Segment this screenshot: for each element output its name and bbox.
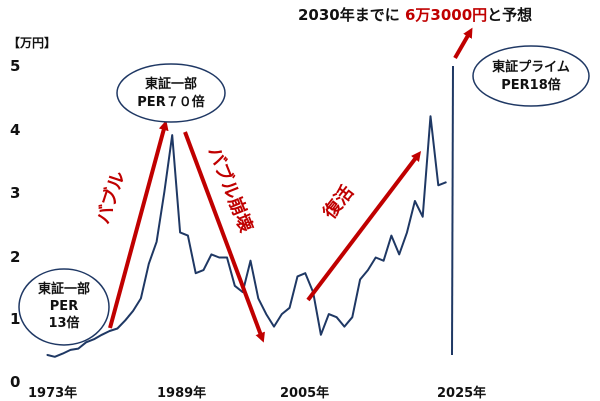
data-point [296, 275, 299, 277]
data-point [210, 253, 212, 255]
bubble-collapse-label: バブル崩壊 [203, 144, 257, 236]
data-point [85, 341, 87, 343]
title-part-highlight: 6万3000円 [405, 6, 487, 24]
data-point [367, 269, 369, 271]
data-point [437, 184, 439, 186]
annotation-bubble-1973: 東証一部 PER 13倍 [18, 268, 110, 346]
bubble-line: PER７０倍 [137, 94, 204, 110]
data-point [390, 235, 392, 237]
data-point [195, 272, 197, 274]
data-point [429, 115, 432, 117]
x-tick-label: 1989年 [157, 385, 206, 401]
data-point [156, 241, 158, 243]
data-point [304, 272, 306, 274]
y-tick-label: 3 [10, 184, 20, 202]
y-axis: 0 1 2 3 4 5 [10, 57, 20, 391]
data-point [351, 316, 353, 318]
y-tick-label: 2 [10, 248, 20, 266]
data-point [179, 231, 181, 233]
bubble-line: 東証一部 [145, 76, 197, 92]
data-point [320, 334, 322, 336]
data-point [383, 260, 385, 262]
data-point [375, 256, 377, 259]
data-point [398, 253, 400, 255]
data-point [62, 353, 64, 355]
data-point [414, 200, 416, 202]
data-point [132, 310, 134, 312]
bubble-line: 東証一部 [38, 281, 90, 297]
data-point [422, 216, 424, 218]
forecast-spike-line [451, 65, 454, 356]
annotation-bubble-1989: 東証一部 PER７０倍 [116, 63, 226, 123]
data-point [257, 297, 259, 299]
bubble-line: PER18倍 [501, 77, 561, 93]
data-point [234, 285, 236, 287]
y-axis-unit-label: 【万円】 [8, 35, 56, 50]
data-point [445, 181, 447, 183]
title-part-3: と予想 [487, 6, 532, 24]
bubble-collapse-arrow [183, 131, 265, 343]
bubble-label: バブル [92, 168, 130, 226]
y-tick-label: 4 [10, 121, 20, 139]
data-point [140, 297, 142, 299]
data-point [77, 348, 79, 350]
forecast-arrow [453, 27, 473, 59]
x-tick-label: 1973年 [28, 385, 77, 401]
data-point [69, 349, 72, 351]
data-point [265, 313, 267, 315]
bubble-line: PER [50, 299, 78, 314]
bubble-line: 東証プライム [492, 59, 570, 75]
y-tick-label: 0 [10, 373, 20, 391]
data-point [249, 260, 252, 262]
x-tick-label: 2025年 [437, 385, 486, 401]
recovery-label: 復活 [318, 181, 358, 224]
data-point [328, 313, 330, 315]
data-point [171, 134, 173, 136]
x-axis: 1973年 1989年 2005年 2025年 [28, 385, 486, 401]
data-point [343, 326, 345, 328]
data-point [336, 316, 338, 318]
data-point [281, 313, 283, 315]
data-point [93, 338, 95, 340]
chart-title: 2030年までに 6万3000円と予想 [298, 6, 532, 24]
title-part-1: 2030年までに [298, 6, 405, 24]
bubble-rise-arrow [108, 120, 169, 329]
bubble-line: 13倍 [48, 315, 79, 331]
data-point [202, 269, 205, 271]
y-tick-label: 5 [10, 57, 20, 75]
data-point [109, 330, 111, 332]
data-point [187, 235, 189, 237]
annotation-bubble-2025: 東証プライム PER18倍 [472, 45, 590, 107]
data-point [218, 256, 220, 259]
y-tick-label: 1 [10, 310, 20, 328]
data-point [289, 307, 291, 309]
data-point [124, 319, 126, 321]
index-price-line [46, 115, 447, 358]
data-point [101, 334, 103, 336]
data-point [226, 256, 228, 259]
data-point [359, 278, 361, 281]
x-tick-label: 2005年 [280, 385, 329, 401]
series-points [46, 115, 447, 358]
data-point [54, 356, 56, 358]
data-point [163, 191, 165, 193]
data-point [46, 354, 48, 356]
data-point [273, 326, 275, 328]
data-point [116, 327, 118, 330]
data-point [406, 231, 408, 233]
recovery-arrow [306, 151, 422, 302]
data-point [148, 263, 150, 265]
